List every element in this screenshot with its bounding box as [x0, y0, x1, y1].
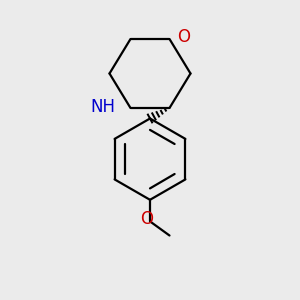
Text: O: O	[177, 28, 190, 46]
Text: NH: NH	[91, 98, 116, 116]
Text: O: O	[140, 210, 153, 228]
